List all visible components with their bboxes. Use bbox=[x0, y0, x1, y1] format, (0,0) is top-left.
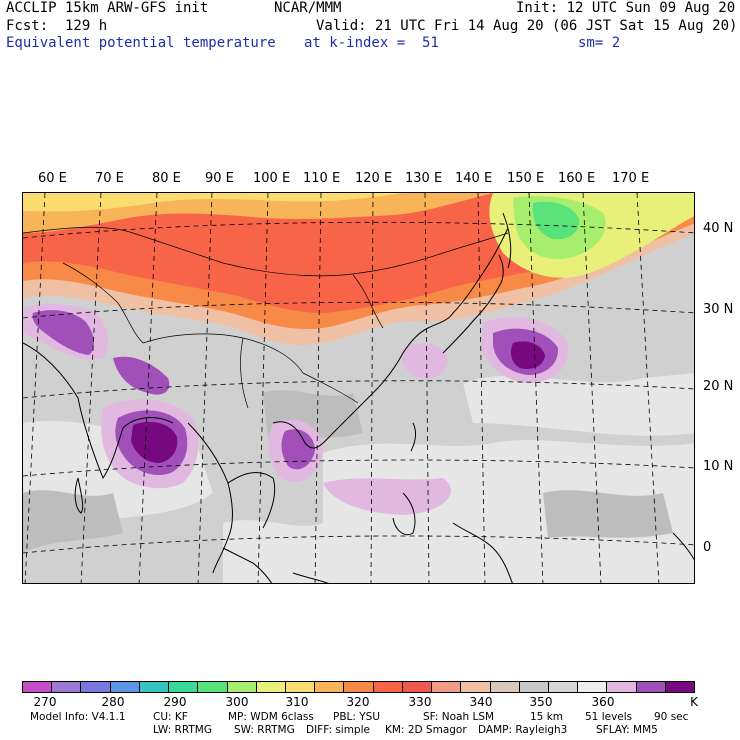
coastlines bbox=[23, 212, 694, 583]
map-svg bbox=[23, 193, 694, 583]
lat-label: 40 N bbox=[703, 221, 734, 236]
lon-label: 80 E bbox=[152, 171, 181, 186]
map-panel bbox=[22, 192, 695, 584]
colorbar-tick: 320 bbox=[346, 695, 370, 709]
colorbar-swatch bbox=[315, 682, 345, 692]
colorbar-swatch bbox=[52, 682, 82, 692]
colorbar-swatch bbox=[227, 682, 257, 692]
colorbar-swatch bbox=[519, 682, 549, 692]
colorbar-tick: 270 bbox=[33, 695, 57, 709]
level-label: at k-index = 51 bbox=[304, 35, 439, 51]
purple-high-theta bbox=[23, 303, 569, 515]
colorbar-swatch bbox=[110, 682, 140, 692]
colorbar-swatch bbox=[636, 682, 666, 692]
forecast-hour: Fcst: 129 h bbox=[6, 18, 108, 34]
colorbar-swatch bbox=[256, 682, 286, 692]
borders bbox=[23, 226, 509, 409]
colorbar-tick: 340 bbox=[469, 695, 493, 709]
lon-label: 60 E bbox=[38, 171, 67, 186]
colorbar-tick: 280 bbox=[101, 695, 125, 709]
colorbar-tick: 350 bbox=[529, 695, 553, 709]
colorbar-unit: K bbox=[690, 695, 698, 709]
lon-label: 130 E bbox=[405, 171, 443, 186]
colorbar-swatch bbox=[578, 682, 608, 692]
colorbar-tick: 330 bbox=[408, 695, 432, 709]
sflay-scheme: SFLAY: MM5 bbox=[596, 724, 658, 736]
damp-scheme: DAMP: Rayleigh3 bbox=[478, 724, 568, 736]
colorbar bbox=[22, 681, 695, 693]
sf-scheme: SF: Noah LSM bbox=[423, 711, 495, 723]
lon-label: 100 E bbox=[253, 171, 291, 186]
org-label: NCAR/MMM bbox=[274, 0, 342, 16]
lat-label: 20 N bbox=[703, 379, 734, 394]
lon-label: 110 E bbox=[303, 171, 341, 186]
colorbar-swatch bbox=[402, 682, 433, 692]
graticule bbox=[23, 193, 694, 583]
colorbar-tick: 310 bbox=[285, 695, 309, 709]
km-scheme: KM: 2D Smagor bbox=[385, 724, 467, 736]
lon-label: 70 E bbox=[95, 171, 124, 186]
lon-label: 160 E bbox=[558, 171, 596, 186]
cool-patch bbox=[489, 193, 694, 278]
colorbar-swatch bbox=[23, 682, 53, 692]
colorbar-swatch bbox=[432, 682, 462, 692]
colorbar-swatch bbox=[81, 682, 111, 692]
colorbar-swatch bbox=[344, 682, 374, 692]
colorbar-swatch bbox=[607, 682, 637, 692]
model-title: ACCLIP 15km ARW-GFS init bbox=[6, 0, 209, 16]
colorbar-swatch bbox=[665, 682, 695, 692]
lon-label: 170 E bbox=[612, 171, 650, 186]
colorbar-swatch bbox=[548, 682, 579, 692]
colorbar-swatch bbox=[285, 682, 316, 692]
lat-label: 10 N bbox=[703, 459, 734, 474]
colorbar-tick: 360 bbox=[591, 695, 615, 709]
colorbar-swatch bbox=[490, 682, 520, 692]
model-info: Model Info: V4.1.1 bbox=[30, 711, 126, 723]
colorbar-swatch bbox=[373, 682, 403, 692]
field-name: Equivalent potential temperature bbox=[6, 35, 276, 51]
lon-label: 90 E bbox=[205, 171, 234, 186]
levels: 51 levels bbox=[585, 711, 633, 723]
resolution: 15 km bbox=[530, 711, 564, 723]
init-time: Init: 12 UTC Sun 09 Aug 20 bbox=[516, 0, 736, 16]
colorbar-swatch bbox=[169, 682, 199, 692]
pbl-scheme: PBL: YSU bbox=[333, 711, 381, 723]
colorbar-swatch bbox=[139, 682, 170, 692]
sw-scheme: SW: RRTMG bbox=[234, 724, 295, 736]
colorbar-tick: 290 bbox=[163, 695, 187, 709]
valid-time: Valid: 21 UTC Fri 14 Aug 20 (06 JST Sat … bbox=[316, 18, 738, 34]
lon-label: 140 E bbox=[455, 171, 493, 186]
mp-scheme: MP: WDM 6class bbox=[228, 711, 314, 723]
lon-label: 150 E bbox=[507, 171, 545, 186]
colorbar-swatch bbox=[461, 682, 491, 692]
lw-scheme: LW: RRTMG bbox=[153, 724, 212, 736]
cu-scheme: CU: KF bbox=[153, 711, 188, 723]
colorbar-tick: 300 bbox=[225, 695, 249, 709]
colorbar-swatch bbox=[198, 682, 228, 692]
diff-scheme: DIFF: simple bbox=[306, 724, 370, 736]
lat-label: 0 bbox=[703, 540, 712, 555]
lon-label: 120 E bbox=[355, 171, 393, 186]
timestep: 90 sec bbox=[654, 711, 689, 723]
lat-label: 30 N bbox=[703, 302, 734, 317]
smooth-label: sm= 2 bbox=[578, 35, 621, 51]
